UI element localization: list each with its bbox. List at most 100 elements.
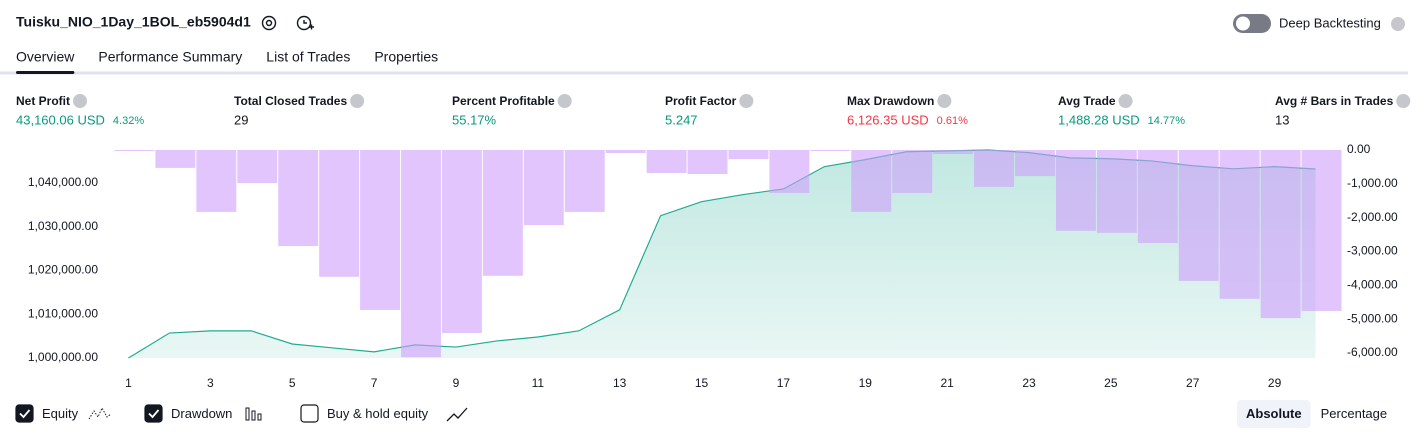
- buy-hold-checkbox[interactable]: [300, 404, 319, 423]
- stat-value: 55.17%: [452, 112, 497, 127]
- y2-tick-label: -4,000.00: [1347, 277, 1398, 291]
- x-tick-label: 27: [1186, 376, 1200, 390]
- equity-icon: [88, 406, 112, 420]
- stat-value: 13: [1275, 112, 1289, 127]
- stat-value: 6,126.35 USD: [847, 112, 929, 127]
- stat-value: 29: [234, 112, 248, 127]
- drawdown-bar: [319, 150, 360, 277]
- info-icon[interactable]: [1118, 94, 1133, 108]
- y-tick-label: 1,030,000.00: [28, 219, 98, 233]
- drawdown-bar: [810, 150, 851, 151]
- drawdown-bar: [1137, 150, 1178, 244]
- drawdown-bar: [441, 150, 482, 333]
- tab[interactable]: List of Trades: [266, 49, 350, 65]
- x-tick-label: 1: [125, 376, 132, 390]
- x-tick-label: 3: [207, 376, 214, 390]
- drawdown-bar: [1178, 150, 1219, 281]
- stat-label: Profit Factor: [665, 94, 737, 108]
- drawdown-bar: [1219, 150, 1260, 299]
- stat-label: Percent Profitable: [452, 94, 555, 108]
- info-icon[interactable]: [739, 94, 754, 108]
- x-tick-label: 29: [1268, 376, 1282, 390]
- stat-label: Total Closed Trades: [234, 94, 347, 108]
- drawdown-bar: [769, 150, 810, 193]
- drawdown-bar: [360, 150, 401, 310]
- active-tab-underline: [16, 71, 75, 74]
- x-tick-label: 13: [613, 376, 627, 390]
- drawdown-checkbox[interactable]: [144, 404, 163, 423]
- stat-label: Avg Trade: [1058, 94, 1116, 108]
- drawdown-bar: [1096, 150, 1137, 233]
- y-tick-label: 1,010,000.00: [28, 306, 98, 320]
- toggle-knob: [1236, 16, 1250, 31]
- y-tick-label: 1,000,000.00: [28, 350, 98, 364]
- drawdown-bar: [1055, 150, 1096, 231]
- x-tick-label: 5: [289, 376, 296, 390]
- stat-sub: 0.61%: [937, 115, 968, 127]
- info-icon[interactable]: [73, 94, 87, 108]
- toggle-label: Deep Backtesting: [1279, 15, 1381, 30]
- tabs: Overview Performance Summary List of Trade…: [16, 49, 438, 74]
- mode-button[interactable]: [1237, 400, 1311, 428]
- drawdown-bar: [523, 150, 564, 226]
- legend-label: Equity: [42, 406, 79, 421]
- x-tick-label: 17: [777, 376, 791, 390]
- drawdown-bar: [1015, 150, 1055, 177]
- legend-label: Buy & hold equity: [327, 406, 429, 421]
- x-tick-label: 15: [695, 376, 709, 390]
- y-tick-label: 1,040,000.00: [28, 175, 98, 189]
- tab[interactable]: Performance Summary: [98, 49, 242, 65]
- settings-icon[interactable]: [261, 15, 277, 31]
- gear-hub: [265, 19, 273, 27]
- buy-hold-icon: [446, 407, 468, 422]
- stat-sub: 14.77%: [1148, 115, 1186, 127]
- drawdown-bar: [728, 150, 769, 160]
- plus: [303, 20, 314, 30]
- checkmark: [19, 409, 31, 419]
- y2-tick-label: -1,000.00: [1347, 176, 1398, 190]
- stat-label: Net Profit: [16, 94, 70, 108]
- mode-label: Absolute: [1246, 406, 1302, 421]
- drawdown-bar: [401, 150, 441, 358]
- x-tick-label: 21: [940, 376, 954, 390]
- strategy-title: Tuisku_NIO_1Day_1BOL_eb5904d1: [16, 14, 251, 30]
- x-tick-label: 25: [1104, 376, 1118, 390]
- tab[interactable]: Overview: [16, 49, 75, 65]
- stat-value: 43,160.06 USD: [16, 112, 105, 127]
- chart: 1,000,000.00 1,010,000.00 1,020,000.00 1,03…: [28, 142, 1398, 390]
- x-tick-label: 19: [859, 376, 873, 390]
- info-icon[interactable]: [1391, 17, 1405, 31]
- mode-label: Percentage: [1321, 406, 1388, 421]
- equity-area: [128, 150, 1316, 358]
- stat-sub: 4.32%: [113, 115, 144, 127]
- drawdown-bar: [196, 150, 237, 212]
- drawdown-bar: [974, 150, 1015, 187]
- info-icon[interactable]: [350, 94, 365, 108]
- info-icon[interactable]: [557, 94, 572, 108]
- info-icon[interactable]: [1396, 94, 1411, 108]
- stat-value: 5.247: [665, 112, 698, 127]
- drawdown-bar: [564, 150, 605, 212]
- drawdown-bar: [605, 150, 646, 154]
- x-tick-label: 9: [453, 376, 460, 390]
- clock: [296, 15, 312, 31]
- y2-tick-label: -3,000.00: [1347, 244, 1398, 258]
- drawdown-bar: [933, 150, 974, 155]
- drawdown-bar: [687, 150, 728, 175]
- legend: Equity Drawdown Buy & hold equity Absolute P…: [15, 400, 1388, 428]
- equity-checkbox[interactable]: [15, 404, 34, 423]
- stats: Net Profit 43,160.06 USD 4.32% Total Closed…: [16, 94, 1411, 127]
- drawdown-bar: [892, 150, 933, 193]
- stat-label: Max Drawdown: [847, 94, 934, 108]
- info-icon[interactable]: [937, 94, 952, 108]
- add-alert-icon[interactable]: [296, 15, 315, 31]
- drawdown-bar: [114, 150, 155, 152]
- y-tick-label: 1,020,000.00: [28, 263, 98, 277]
- gear: [261, 15, 277, 31]
- drawdown-bar: [155, 150, 196, 168]
- stat-value: 1,488.28 USD: [1058, 112, 1140, 127]
- checkmark: [148, 409, 160, 419]
- tab[interactable]: Properties: [374, 49, 438, 65]
- y2-tick-label: -2,000.00: [1347, 210, 1398, 224]
